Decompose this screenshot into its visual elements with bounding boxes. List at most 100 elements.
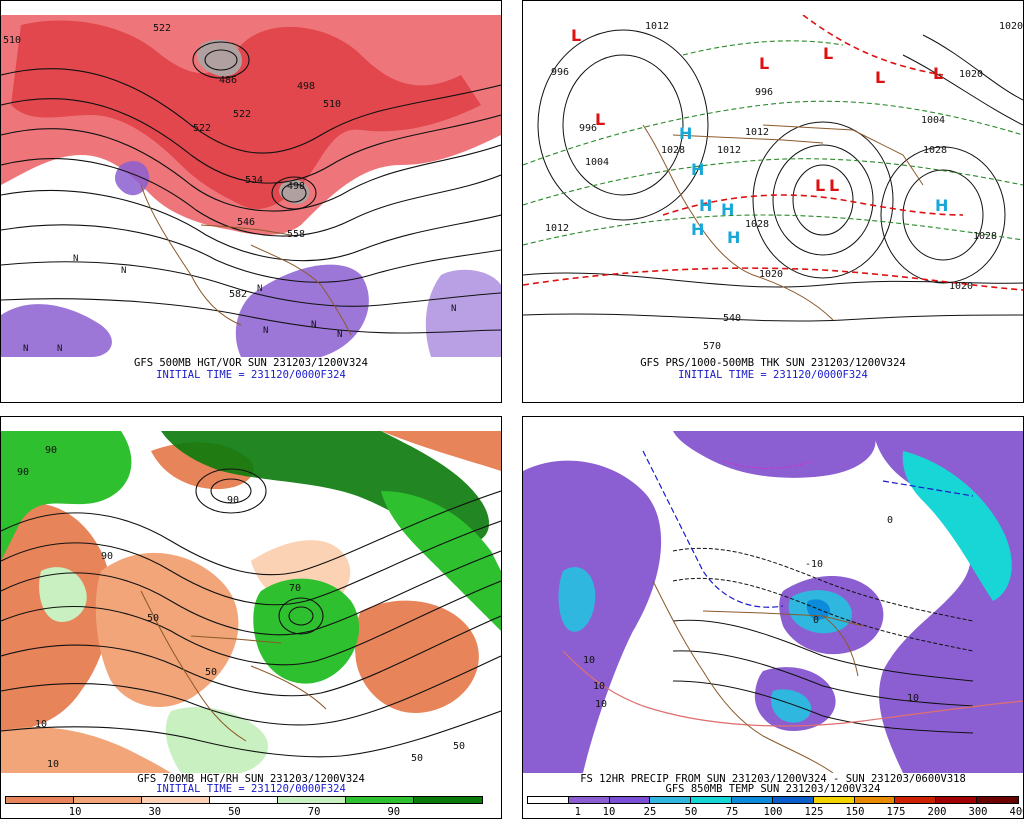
contour-label: 10	[907, 693, 919, 704]
contour-label: -10	[805, 559, 823, 570]
contour-label: 50	[205, 667, 217, 678]
panel-precip-850mb-temp: 10 10 10 0 0 10 -10 FS 12HR PRECIP FROM …	[522, 416, 1024, 819]
contour-label: 1004	[921, 115, 945, 126]
colorbar-segment	[346, 797, 414, 803]
contour-label: 510	[323, 99, 341, 110]
low-pressure-marker: L	[595, 110, 605, 129]
colorbar-segment	[977, 797, 1018, 803]
rh-map-graphic: 90 90 90 70 50 50 10 10 50 50 90	[1, 431, 501, 773]
precip-colorbar	[527, 796, 1019, 804]
contour-label: 558	[287, 229, 305, 240]
contour-label: 498	[297, 81, 315, 92]
low-pressure-marker: L	[823, 44, 833, 63]
high-pressure-marker: H	[935, 196, 948, 215]
colorbar-segment	[691, 797, 733, 803]
low-pressure-marker: L	[875, 68, 885, 87]
colorbar-tick-label: 1	[574, 806, 581, 818]
contour-label: 90	[17, 467, 29, 478]
contour-label: 996	[551, 67, 569, 78]
panel-700mb-rh: 90 90 90 70 50 50 10 10 50 50 90 GFS 700…	[0, 416, 502, 819]
contour-label: 1012	[545, 223, 569, 234]
contour-label: 546	[237, 217, 255, 228]
colorbar-segment	[210, 797, 278, 803]
vorticity-map-graphic: 510 522 486 498 510 522 534 546 558 582 …	[1, 15, 501, 357]
rh-colorbar	[5, 796, 483, 804]
colorbar-tick-label: 30	[148, 806, 162, 818]
low-pressure-marker: L	[571, 26, 581, 45]
colorbar-tick-label: 10	[68, 806, 82, 818]
contour-label: 0	[813, 615, 819, 626]
contour-label: 522	[153, 23, 171, 34]
contour-label: 1028	[661, 145, 685, 156]
vorticity-min-marker: N	[263, 326, 268, 336]
colorbar-segment	[650, 797, 692, 803]
colorbar-tick-label: 200	[927, 806, 947, 818]
contour-label: 522	[193, 123, 211, 134]
contour-label: 50	[147, 613, 159, 624]
contour-label: 1012	[717, 145, 741, 156]
contour-label: 50	[411, 753, 423, 764]
colorbar-tick-label: 125	[804, 806, 824, 818]
panel-caption: GFS 500MB HGT/VOR SUN 231203/1200V324	[134, 357, 368, 369]
vorticity-min-marker: N	[257, 284, 262, 294]
high-pressure-marker: H	[691, 160, 704, 179]
rh-map: 90 90 90 70 50 50 10 10 50 50 90	[1, 431, 501, 773]
high-pressure-marker: H	[691, 220, 704, 239]
colorbar-segment	[414, 797, 482, 803]
contour-label: 10	[593, 681, 605, 692]
contour-label: 10	[47, 759, 59, 770]
vorticity-map: 510 522 486 498 510 522 534 546 558 582 …	[1, 15, 501, 357]
colorbar-segment	[74, 797, 142, 803]
contour-label: 522	[233, 109, 251, 120]
contour-label: 10	[35, 719, 47, 730]
panel-caption: GFS 700MB HGT/RH SUN 231203/1200V324	[137, 773, 365, 785]
low-pressure-marker: L	[829, 176, 839, 195]
contour-label: 1028	[745, 219, 769, 230]
contour-label: 10	[583, 655, 595, 666]
colorbar-tick-label: 150	[845, 806, 865, 818]
panel-500mb-vorticity: 510 522 486 498 510 522 534 546 558 582 …	[0, 0, 502, 403]
contour-label: 570	[703, 341, 721, 352]
contour-label: 582	[229, 289, 247, 300]
colorbar-segment	[6, 797, 74, 803]
precip-map-graphic: 10 10 10 0 0 10 -10	[523, 431, 1023, 773]
initial-time: INITIAL TIME = 231120/0000F324	[156, 369, 346, 381]
contour-label: 510	[3, 35, 21, 46]
colorbar-segment	[528, 797, 569, 803]
vorticity-min-marker: N	[121, 266, 126, 276]
vorticity-min-marker: N	[311, 320, 316, 330]
colorbar-segment	[813, 797, 855, 803]
high-pressure-marker: H	[679, 124, 692, 143]
low-pressure-marker: L	[759, 54, 769, 73]
contour-label: 1020	[999, 21, 1023, 32]
contour-label: 534	[245, 175, 263, 186]
colorbar-segment	[568, 797, 610, 803]
colorbar-tick-label: 100	[763, 806, 783, 818]
colorbar-tick-label: 400	[1009, 806, 1023, 818]
colorbar-segment	[278, 797, 346, 803]
contour-label: 498	[287, 181, 305, 192]
panel-caption: GFS PRS/1000-500MB THK SUN 231203/1200V3…	[640, 357, 906, 369]
colorbar-segment	[772, 797, 814, 803]
contour-label: 0	[887, 515, 893, 526]
colorbar-tick-label: 70	[307, 806, 321, 818]
colorbar-tick-label: 10	[602, 806, 616, 818]
contour-label: 1020	[759, 269, 783, 280]
vorticity-min-marker: N	[23, 344, 28, 354]
contour-label: 1028	[973, 231, 997, 242]
contour-label: 50	[453, 741, 465, 752]
contour-label: 486	[219, 75, 237, 86]
contour-label: 1020	[959, 69, 983, 80]
initial-time: INITIAL TIME = 231120/0000F324	[678, 369, 868, 381]
vorticity-min-marker: N	[57, 344, 62, 354]
colorbar-tick-label: 50	[684, 806, 698, 818]
contour-label: 540	[723, 313, 741, 324]
colorbar-tick-label: 300	[968, 806, 988, 818]
pressure-thickness-map-graphic: L L L L L L L L H H H H H H H 1012	[523, 15, 1023, 357]
contour-label: 1020	[949, 281, 973, 292]
colorbar-tick-label: 75	[725, 806, 739, 818]
pressure-thickness-map: L L L L L L L L H H H H H H H 1012	[523, 15, 1023, 357]
contour-label: 996	[755, 87, 773, 98]
colorbar-segment	[895, 797, 937, 803]
initial-time: INITIAL TIME = 231120/0000F324	[156, 783, 346, 795]
